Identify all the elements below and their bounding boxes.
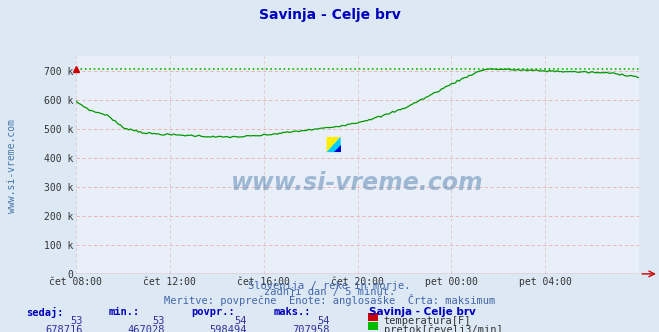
Text: zadnji dan / 5 minut.: zadnji dan / 5 minut.	[264, 287, 395, 297]
Text: 707958: 707958	[292, 325, 330, 332]
Text: Savinja - Celje brv: Savinja - Celje brv	[258, 8, 401, 22]
Text: 53: 53	[70, 316, 82, 326]
Text: 53: 53	[152, 316, 165, 326]
Polygon shape	[333, 144, 341, 152]
Text: 678716: 678716	[45, 325, 82, 332]
Text: Savinja - Celje brv: Savinja - Celje brv	[369, 307, 476, 317]
Text: 54: 54	[235, 316, 247, 326]
Text: 598494: 598494	[210, 325, 247, 332]
Text: 54: 54	[317, 316, 330, 326]
Text: pretok[čevelj3/min]: pretok[čevelj3/min]	[384, 325, 502, 332]
Text: 467028: 467028	[127, 325, 165, 332]
Text: www.si-vreme.com: www.si-vreme.com	[231, 171, 484, 195]
Text: temperatura[F]: temperatura[F]	[384, 316, 471, 326]
Polygon shape	[326, 137, 341, 152]
Text: povpr.:: povpr.:	[191, 307, 235, 317]
Text: sedaj:: sedaj:	[26, 307, 64, 318]
Text: www.si-vreme.com: www.si-vreme.com	[7, 119, 17, 213]
Text: maks.:: maks.:	[273, 307, 311, 317]
Text: Slovenija / reke in morje.: Slovenija / reke in morje.	[248, 281, 411, 290]
Polygon shape	[326, 137, 341, 152]
Text: Meritve: povprečne  Enote: anglosaške  Črta: maksimum: Meritve: povprečne Enote: anglosaške Črt…	[164, 294, 495, 306]
Text: min.:: min.:	[109, 307, 140, 317]
